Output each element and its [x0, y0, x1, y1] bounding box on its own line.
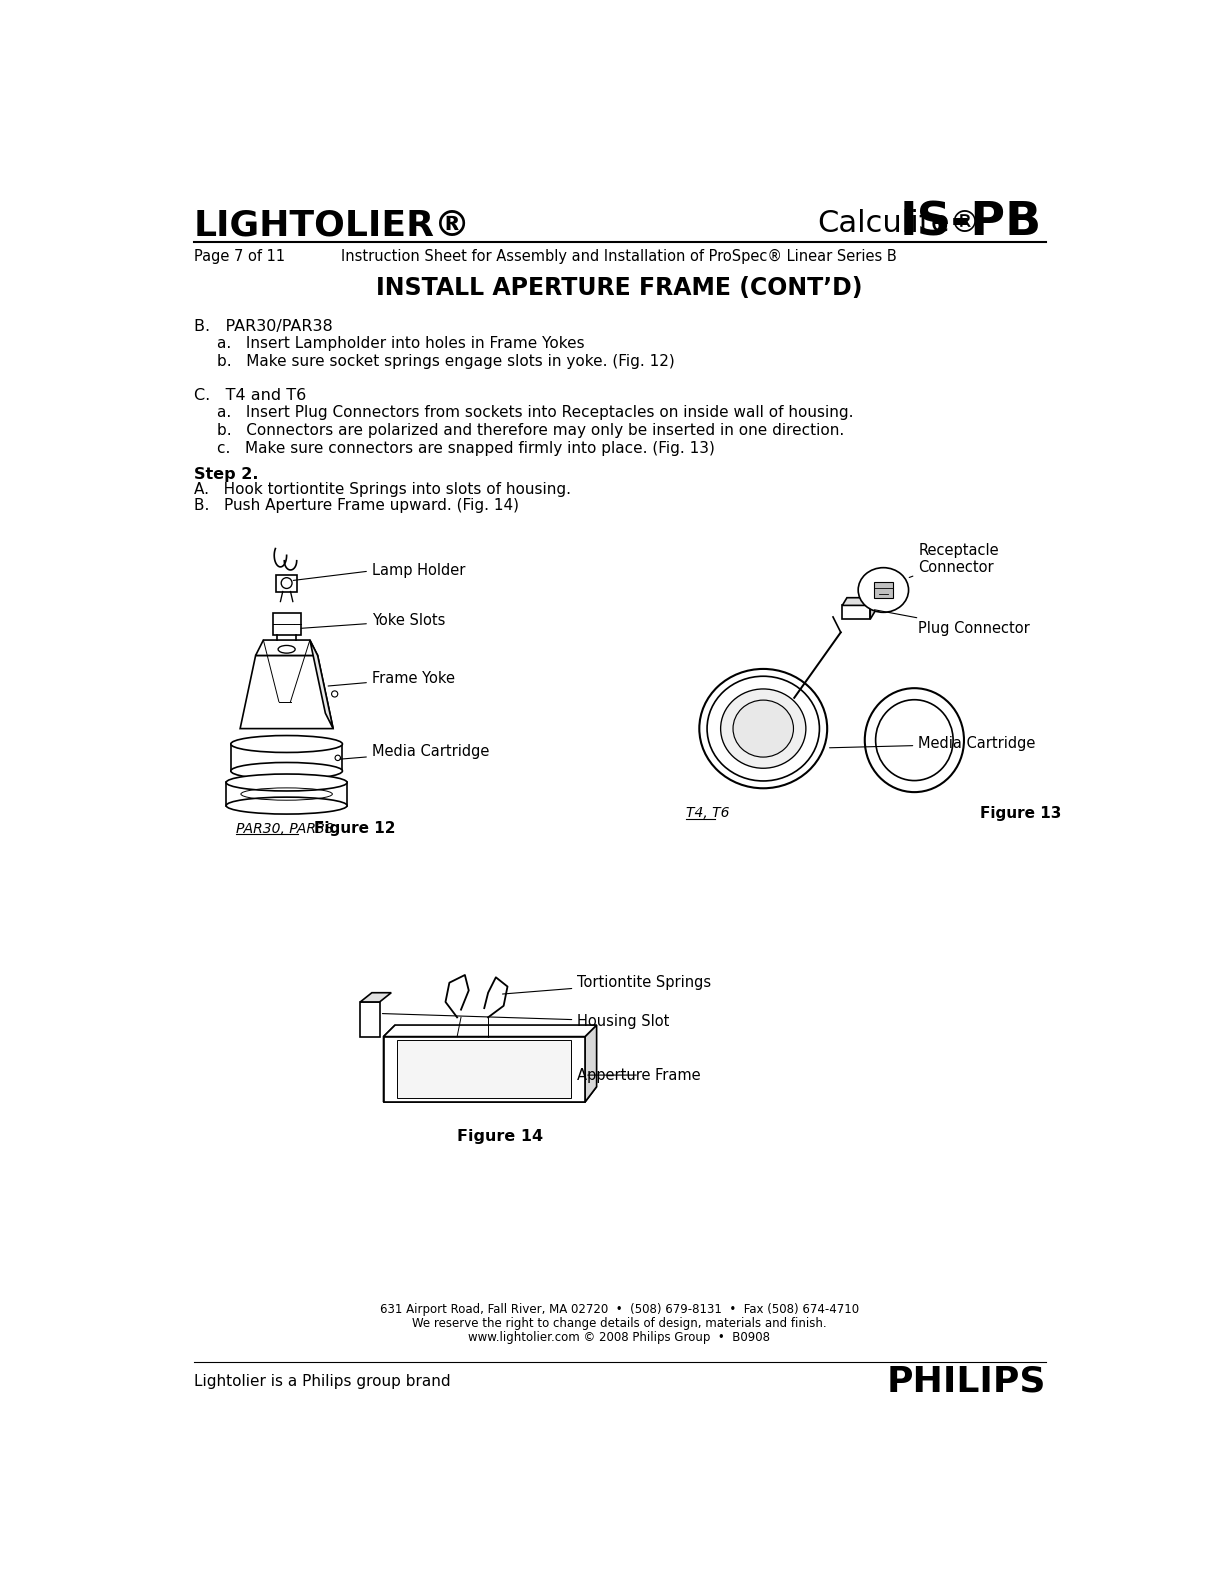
- Ellipse shape: [721, 689, 806, 768]
- Text: a.   Insert Plug Connectors from sockets into Receptacles on inside wall of hous: a. Insert Plug Connectors from sockets i…: [217, 406, 853, 420]
- Ellipse shape: [876, 700, 953, 781]
- Polygon shape: [870, 597, 875, 619]
- Text: C.   T4 and T6: C. T4 and T6: [193, 389, 306, 403]
- Text: We reserve the right to change details of design, materials and finish.: We reserve the right to change details o…: [412, 1318, 826, 1330]
- Polygon shape: [240, 656, 333, 728]
- Polygon shape: [842, 597, 875, 605]
- Text: A.   Hook tortiontite Springs into slots of housing.: A. Hook tortiontite Springs into slots o…: [193, 482, 570, 498]
- Text: PHILIPS: PHILIPS: [887, 1365, 1046, 1398]
- Text: B.   PAR30/PAR38: B. PAR30/PAR38: [193, 319, 332, 333]
- Polygon shape: [256, 640, 318, 656]
- Ellipse shape: [278, 646, 295, 653]
- Bar: [226, 782, 347, 806]
- Text: www.lightolier.com © 2008 Philips Group  •  B0908: www.lightolier.com © 2008 Philips Group …: [469, 1332, 771, 1345]
- Text: Instruction Sheet for Assembly and Installation of ProSpec® Linear Series B: Instruction Sheet for Assembly and Insta…: [341, 250, 898, 264]
- Ellipse shape: [231, 763, 342, 779]
- Text: LIGHTOLIER®: LIGHTOLIER®: [193, 209, 471, 242]
- Text: c.   Make sure connectors are snapped firmly into place. (Fig. 13): c. Make sure connectors are snapped firm…: [217, 441, 715, 455]
- Polygon shape: [310, 640, 333, 728]
- Ellipse shape: [699, 668, 827, 788]
- Text: a.   Insert Lampholder into holes in Frame Yokes: a. Insert Lampholder into holes in Frame…: [217, 337, 585, 351]
- Ellipse shape: [707, 676, 819, 781]
- Text: Lightolier is a Philips group brand: Lightolier is a Philips group brand: [193, 1375, 451, 1389]
- Text: Tortiontite Springs: Tortiontite Springs: [503, 975, 712, 994]
- Bar: [360, 1002, 379, 1036]
- Text: Media Cartridge: Media Cartridge: [339, 744, 489, 760]
- Polygon shape: [383, 1025, 395, 1103]
- Text: B.   Push Aperture Frame upward. (Fig. 14): B. Push Aperture Frame upward. (Fig. 14): [193, 498, 518, 514]
- Text: IS-PB: IS-PB: [900, 201, 1043, 246]
- Text: b.   Connectors are polarized and therefore may only be inserted in one directio: b. Connectors are polarized and therefor…: [217, 423, 844, 438]
- Polygon shape: [383, 1036, 585, 1103]
- Ellipse shape: [858, 567, 908, 613]
- Polygon shape: [383, 1087, 597, 1103]
- Polygon shape: [383, 1025, 597, 1036]
- Bar: [842, 605, 870, 619]
- Text: Yoke Slots: Yoke Slots: [301, 613, 446, 629]
- Ellipse shape: [226, 774, 347, 792]
- Bar: [875, 583, 893, 597]
- Text: Figure 12: Figure 12: [314, 822, 395, 836]
- Text: INSTALL APERTURE FRAME (CONT’D): INSTALL APERTURE FRAME (CONT’D): [376, 276, 863, 300]
- Text: Receptacle
Connector: Receptacle Connector: [910, 544, 999, 577]
- Text: Figure 13: Figure 13: [980, 806, 1062, 820]
- Text: PAR30, PAR38: PAR30, PAR38: [237, 822, 333, 836]
- Circle shape: [331, 690, 338, 697]
- Bar: [231, 744, 342, 771]
- Ellipse shape: [226, 798, 347, 814]
- Text: Page 7 of 11: Page 7 of 11: [193, 250, 285, 264]
- Polygon shape: [585, 1025, 597, 1103]
- Circle shape: [335, 755, 341, 760]
- Text: Media Cartridge: Media Cartridge: [830, 736, 1035, 752]
- Bar: [273, 613, 301, 635]
- Text: Apperture Frame: Apperture Frame: [577, 1068, 701, 1082]
- Ellipse shape: [733, 700, 794, 757]
- Text: Housing Slot: Housing Slot: [383, 1014, 669, 1029]
- Ellipse shape: [231, 736, 342, 752]
- Text: 631 Airport Road, Fall River, MA 02720  •  (508) 679-8131  •  Fax (508) 674-4710: 631 Airport Road, Fall River, MA 02720 •…: [379, 1304, 859, 1316]
- Text: Figure 14: Figure 14: [457, 1130, 542, 1144]
- Bar: [275, 575, 297, 591]
- Text: Calculite®: Calculite®: [818, 209, 981, 239]
- Text: Step 2.: Step 2.: [193, 468, 259, 482]
- Text: T4, T6: T4, T6: [686, 806, 730, 820]
- Text: Plug Connector: Plug Connector: [875, 610, 1030, 637]
- Circle shape: [281, 578, 292, 588]
- Polygon shape: [360, 992, 391, 1002]
- Text: b.   Make sure socket springs engage slots in yoke. (Fig. 12): b. Make sure socket springs engage slots…: [217, 354, 674, 368]
- Ellipse shape: [865, 689, 964, 792]
- Polygon shape: [397, 1041, 571, 1098]
- Text: Lamp Holder: Lamp Holder: [294, 562, 465, 580]
- Text: Frame Yoke: Frame Yoke: [329, 672, 455, 686]
